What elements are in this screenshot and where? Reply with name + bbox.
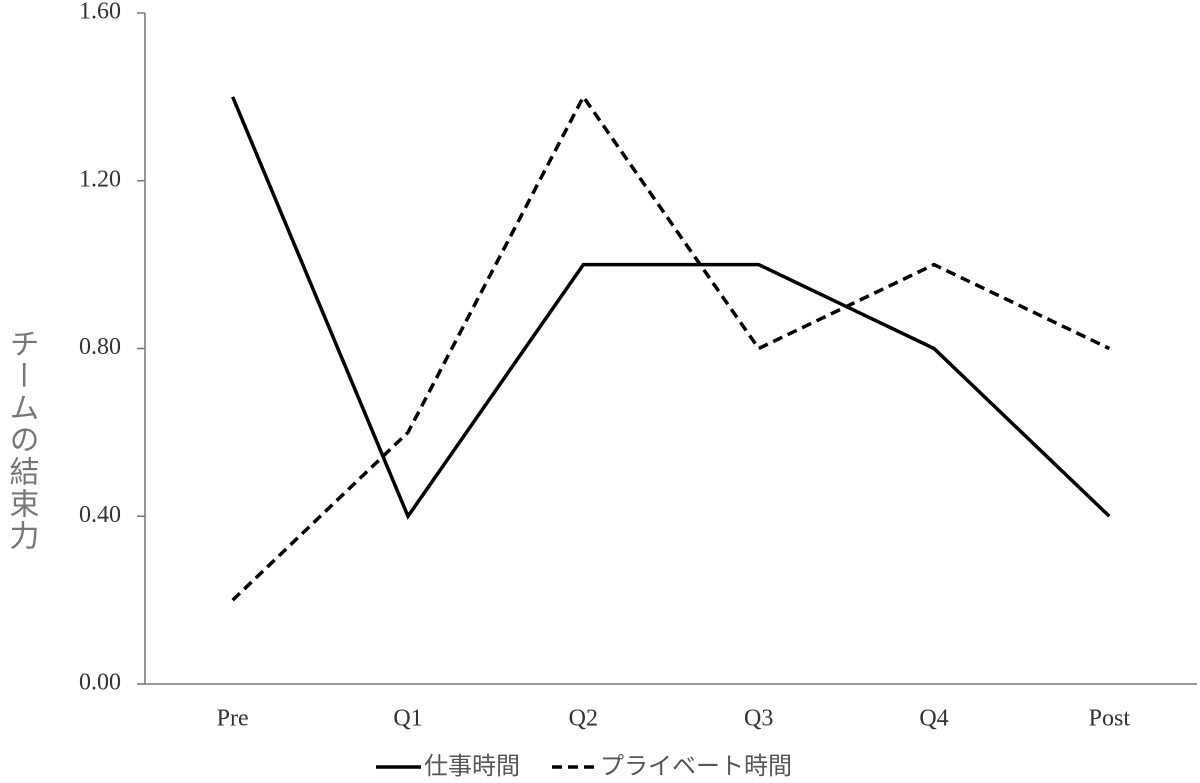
y-tick-label: 0.40 — [79, 502, 121, 528]
x-tick-label: Post — [1089, 706, 1131, 732]
y-tick-label: 0.00 — [79, 670, 121, 696]
x-tick-label: Q2 — [569, 706, 598, 732]
series-line — [231, 96, 1111, 520]
series-line — [231, 93, 1111, 602]
x-tick-label: Pre — [217, 706, 249, 732]
x-tick-label: Q1 — [393, 706, 422, 732]
y-tick-label: 1.60 — [79, 0, 121, 25]
x-tick-label: Q3 — [744, 706, 773, 732]
y-axis-label: チームの結束力 — [4, 328, 39, 552]
legend-label: 仕事時間 — [424, 752, 520, 780]
y-tick-label: 1.20 — [79, 166, 121, 192]
x-tick-label: Q4 — [919, 706, 948, 732]
legend-label: プライベート時間 — [600, 752, 792, 780]
y-tick-label: 0.80 — [79, 334, 121, 360]
